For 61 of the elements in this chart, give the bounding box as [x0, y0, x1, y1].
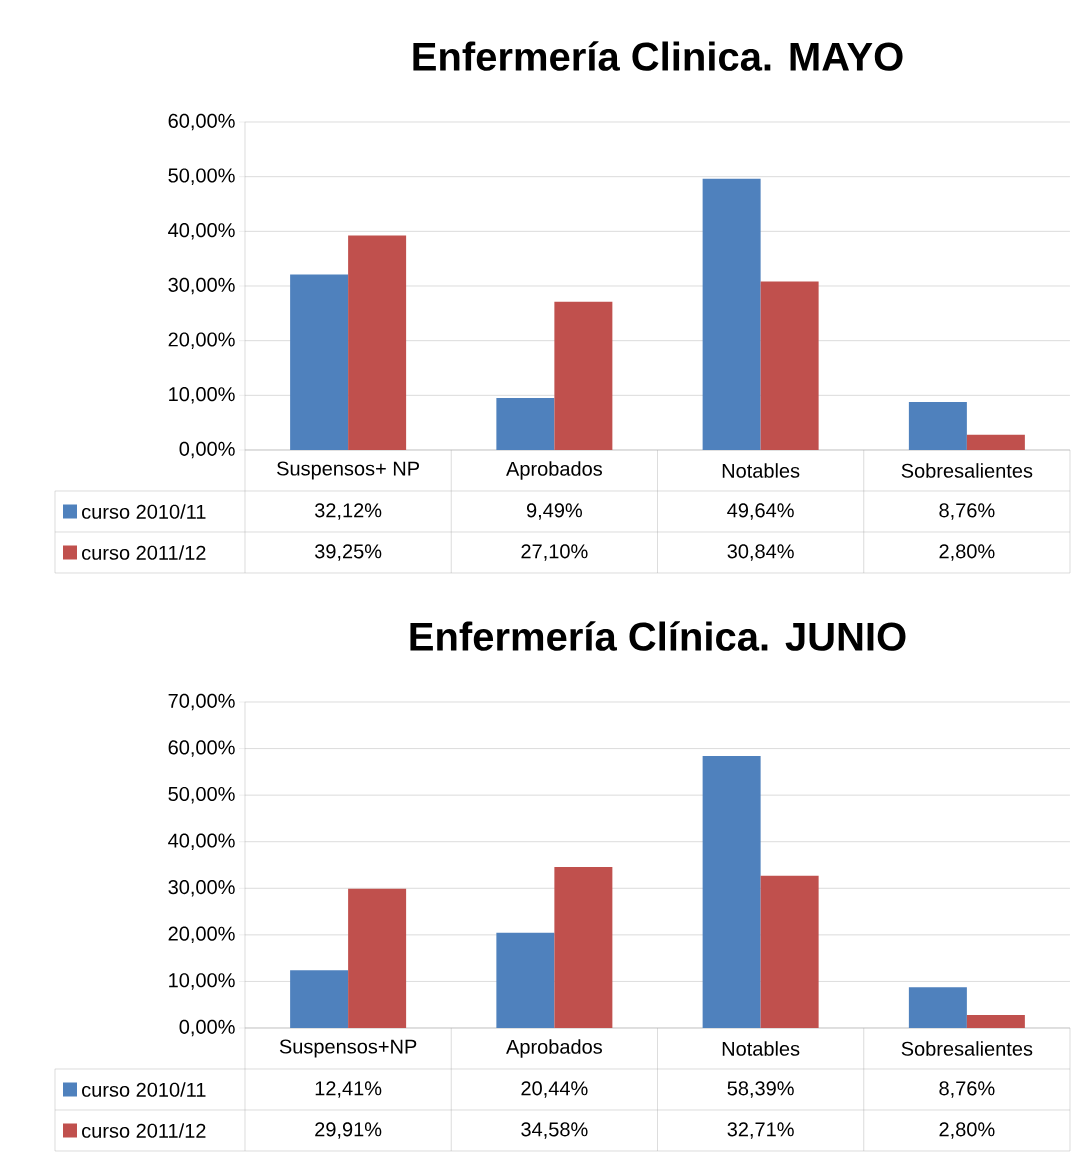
data-label: 58,39%: [727, 1081, 794, 1098]
y-tick-label: 30,00%: [168, 277, 235, 295]
x-tick-label: Suspensos+NP: [279, 1039, 417, 1058]
bar: [290, 274, 349, 450]
x-tick-label: Aprobados: [506, 461, 602, 480]
data-label: 29,91%: [315, 1122, 382, 1139]
bar: [554, 866, 613, 1028]
data-label: 8,76%: [939, 1081, 995, 1098]
legend-label: curso 2011/12: [82, 545, 206, 560]
data-label: 32,12%: [314, 503, 382, 520]
data-label: 49,64%: [727, 503, 794, 520]
x-tick-label: Notables: [722, 463, 800, 478]
x-tick-label: Notables: [722, 1041, 800, 1056]
bar: [290, 970, 349, 1028]
data-label: 12,41%: [315, 1081, 382, 1098]
bar: [908, 987, 967, 1028]
bar: [966, 1014, 1025, 1028]
bar: [554, 301, 613, 450]
bar: [908, 402, 967, 450]
x-tick-label: Sobresalientes: [901, 1041, 1033, 1056]
bar: [760, 281, 819, 450]
y-tick-label: 10,00%: [169, 387, 235, 404]
y-tick-label: 20,00%: [168, 332, 235, 349]
data-label: 9,49%: [526, 503, 582, 520]
data-label: 8,76%: [939, 503, 995, 520]
chart-title: Enfermería Clínica. JUNIO: [410, 621, 906, 651]
legend-label: curso 2010/11: [82, 1082, 206, 1097]
y-tick-label: 60,00%: [168, 113, 235, 131]
data-label: 27,10%: [521, 544, 588, 561]
bar: [966, 434, 1025, 450]
bar: [348, 235, 407, 450]
y-tick-label: 50,00%: [168, 168, 235, 185]
bar: [702, 178, 761, 450]
y-tick-label: 20,00%: [168, 926, 235, 944]
y-tick-label: 10,00%: [169, 973, 235, 990]
legend-label: curso 2011/12: [82, 1123, 206, 1138]
x-tick-label: Sobresalientes: [901, 463, 1033, 478]
bar: [496, 398, 555, 450]
bar: [760, 875, 819, 1028]
legend-label: curso 2010/11: [82, 504, 206, 519]
y-tick-label: 30,00%: [168, 880, 235, 897]
y-tick-label: 0,00%: [179, 1019, 235, 1037]
data-label: 30,84%: [727, 544, 794, 561]
data-label: 34,58%: [521, 1122, 588, 1139]
x-tick-label: Suspensos+ NP: [277, 461, 420, 480]
x-tick-label: Aprobados: [506, 1039, 602, 1058]
bar: [702, 756, 761, 1028]
data-label: 20,44%: [521, 1081, 588, 1098]
bar: [348, 888, 407, 1028]
y-tick-label: 40,00%: [168, 223, 235, 240]
y-tick-label: 40,00%: [168, 833, 235, 850]
bar: [496, 932, 555, 1028]
y-tick-label: 0,00%: [179, 441, 235, 459]
y-tick-label: 60,00%: [168, 740, 235, 757]
data-label: 2,80%: [939, 544, 995, 561]
y-tick-label: 70,00%: [168, 693, 235, 711]
data-label: 2,80%: [939, 1122, 995, 1139]
chart-title: Enfermería Clinica. MAYO: [413, 41, 903, 71]
data-label: 39,25%: [314, 544, 382, 561]
data-label: 32,71%: [727, 1122, 794, 1139]
y-tick-label: 50,00%: [168, 786, 235, 804]
